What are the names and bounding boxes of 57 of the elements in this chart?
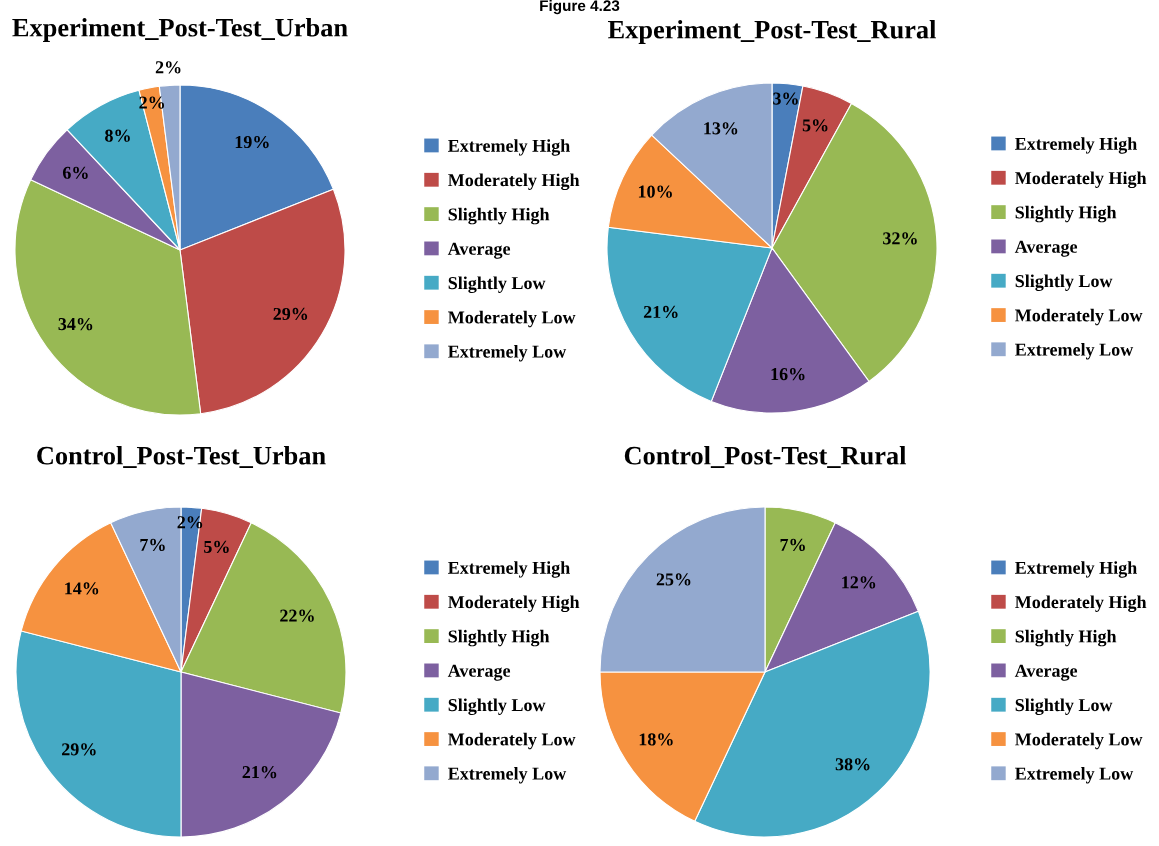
data-label: 8% [105,129,130,142]
legend-label: Slightly Low [448,276,546,293]
legend-label: Moderately Low [448,732,576,750]
data-label: 21% [643,305,678,319]
data-label: 19% [235,135,269,149]
data-label: 34% [58,317,93,331]
data-label: 7% [140,538,165,551]
data-label: 22% [280,609,314,622]
data-label: 16% [771,368,805,381]
legend-label: Average [447,664,511,681]
legend-label: Slightly Low [1015,274,1113,291]
chart-title: Control_Post-Test_Urban [37,446,326,469]
legend-label: Average [447,242,511,259]
legend-label: Extremely Low [1015,343,1134,360]
legend-label: Extremely Low [448,767,567,784]
legend-label: Moderately Low [448,310,576,328]
data-label: 2% [155,61,181,74]
legend-label: Moderately Low [1015,308,1143,326]
data-label: 13% [704,122,738,135]
legend-label: Moderately High [448,595,580,613]
data-label: 38% [835,758,870,771]
data-label: 21% [242,766,277,779]
data-label: 5% [802,119,828,132]
legend-label: Extremely High [448,139,570,156]
legend-label: Extremely High [1015,561,1137,578]
data-label: 3% [773,92,798,105]
legend-label: Slightly Low [1015,698,1113,715]
data-label: 6% [62,166,88,179]
caption: Figure 4.23 [540,0,620,15]
legend-label: Moderately Low [1015,732,1143,750]
legend-label: Extremely Low [448,345,567,362]
legend-label: Average [1014,664,1078,681]
data-label: 14% [65,582,99,595]
data-label: 29% [273,307,308,321]
legend-label: Slightly High [448,629,550,647]
legend-label: Slightly High [1015,205,1117,223]
legend-label: Extremely High [1015,137,1137,154]
data-label: 25% [656,573,691,586]
legend-label: Extremely Low [1015,767,1134,784]
chart-title: Experiment_Post-Test_Urban [12,18,348,42]
legend-label: Extremely High [448,561,570,578]
data-label: 7% [780,538,805,551]
legend-label: Slightly High [448,207,550,225]
chart-title: Experiment_Post-Test_Rural [608,20,936,44]
legend-label: Slightly High [1015,629,1117,647]
legend-label: Moderately High [448,173,580,191]
legend-label: Slightly Low [448,698,546,715]
legend-label: Moderately High [1015,171,1147,189]
data-label: 10% [638,185,672,198]
legend-label: Moderately High [1015,595,1147,613]
data-label: 29% [62,743,96,756]
data-label: 18% [639,733,673,746]
data-label: 12% [842,576,876,589]
data-label: 32% [883,232,917,245]
data-label: 5% [204,540,229,553]
chart-title: Control_Post-Test_Rural [624,446,907,469]
legend-label: Average [1014,240,1078,257]
